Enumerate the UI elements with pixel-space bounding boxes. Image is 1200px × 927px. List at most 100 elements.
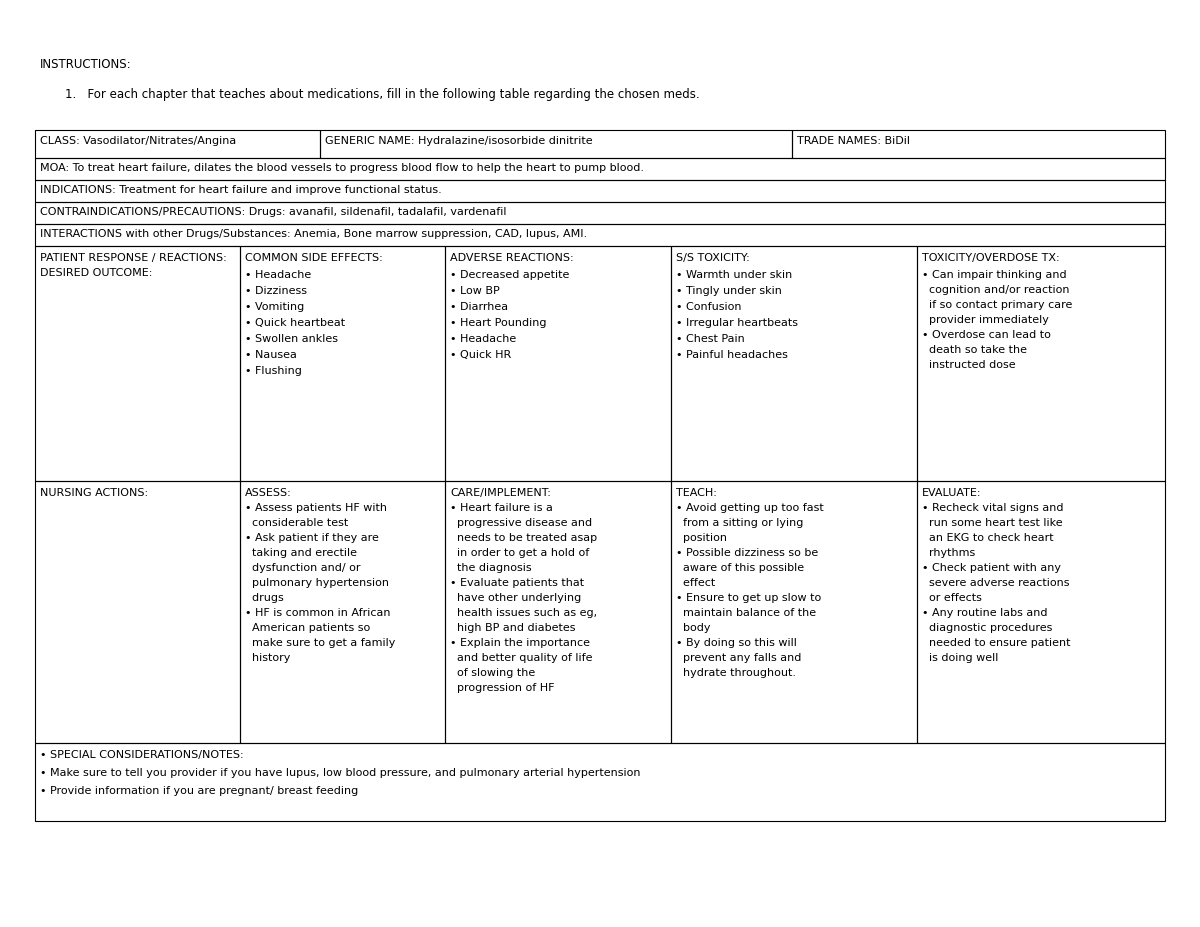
- Text: severe adverse reactions: severe adverse reactions: [922, 578, 1069, 588]
- Text: taking and erectile: taking and erectile: [245, 548, 358, 558]
- Text: INSTRUCTIONS:: INSTRUCTIONS:: [40, 58, 132, 71]
- Bar: [35, 743, 1165, 821]
- Bar: [240, 481, 445, 743]
- Text: prevent any falls and: prevent any falls and: [676, 653, 802, 663]
- Text: • Tingly under skin: • Tingly under skin: [676, 286, 782, 296]
- Text: • Nausea: • Nausea: [245, 350, 296, 360]
- Text: make sure to get a family: make sure to get a family: [245, 638, 395, 648]
- Text: • Provide information if you are pregnant/ breast feeding: • Provide information if you are pregnan…: [40, 786, 359, 796]
- Bar: [35, 224, 1165, 246]
- Bar: [35, 130, 320, 158]
- Text: • Overdose can lead to: • Overdose can lead to: [922, 330, 1051, 340]
- Bar: [671, 246, 917, 481]
- Text: instructed dose: instructed dose: [922, 360, 1015, 370]
- Text: • HF is common in African: • HF is common in African: [245, 608, 390, 618]
- Text: • Chest Pain: • Chest Pain: [676, 334, 745, 344]
- Text: • Can impair thinking and: • Can impair thinking and: [922, 270, 1067, 280]
- Text: • Avoid getting up too fast: • Avoid getting up too fast: [676, 503, 823, 513]
- Text: • Any routine labs and: • Any routine labs and: [922, 608, 1048, 618]
- Bar: [917, 481, 1165, 743]
- Text: rhythms: rhythms: [922, 548, 976, 558]
- Text: pulmonary hypertension: pulmonary hypertension: [245, 578, 389, 588]
- Text: needs to be treated asap: needs to be treated asap: [450, 533, 598, 543]
- Text: • By doing so this will: • By doing so this will: [676, 638, 797, 648]
- Bar: [671, 481, 917, 743]
- Bar: [445, 246, 671, 481]
- Text: • Painful headaches: • Painful headaches: [676, 350, 788, 360]
- Text: • Irregular heartbeats: • Irregular heartbeats: [676, 318, 798, 328]
- Text: provider immediately: provider immediately: [922, 315, 1049, 325]
- Text: • Swollen ankles: • Swollen ankles: [245, 334, 338, 344]
- Bar: [35, 180, 1165, 202]
- Bar: [445, 481, 671, 743]
- Text: DESIRED OUTCOME:: DESIRED OUTCOME:: [40, 268, 152, 278]
- Text: CARE/IMPLEMENT:: CARE/IMPLEMENT:: [450, 488, 551, 498]
- Text: run some heart test like: run some heart test like: [922, 518, 1063, 528]
- Text: • Low BP: • Low BP: [450, 286, 499, 296]
- Text: progressive disease and: progressive disease and: [450, 518, 592, 528]
- Text: • Dizziness: • Dizziness: [245, 286, 307, 296]
- Text: drugs: drugs: [245, 593, 283, 603]
- Text: • Flushing: • Flushing: [245, 366, 302, 376]
- Text: ADVERSE REACTIONS:: ADVERSE REACTIONS:: [450, 253, 574, 263]
- Text: have other underlying: have other underlying: [450, 593, 581, 603]
- Text: ASSESS:: ASSESS:: [245, 488, 292, 498]
- Text: • Recheck vital signs and: • Recheck vital signs and: [922, 503, 1063, 513]
- Text: American patients so: American patients so: [245, 623, 371, 633]
- Text: • Headache: • Headache: [450, 334, 516, 344]
- Text: death so take the: death so take the: [922, 345, 1027, 355]
- Text: progression of HF: progression of HF: [450, 683, 554, 693]
- Text: of slowing the: of slowing the: [450, 668, 535, 678]
- Text: if so contact primary care: if so contact primary care: [922, 300, 1073, 310]
- Text: effect: effect: [676, 578, 715, 588]
- Text: aware of this possible: aware of this possible: [676, 563, 804, 573]
- Text: dysfunction and/ or: dysfunction and/ or: [245, 563, 360, 573]
- Bar: [792, 130, 1165, 158]
- Text: • Ask patient if they are: • Ask patient if they are: [245, 533, 379, 543]
- Text: needed to ensure patient: needed to ensure patient: [922, 638, 1070, 648]
- Text: health issues such as eg,: health issues such as eg,: [450, 608, 598, 618]
- Text: INDICATIONS: Treatment for heart failure and improve functional status.: INDICATIONS: Treatment for heart failure…: [40, 185, 442, 195]
- Text: history: history: [245, 653, 290, 663]
- Text: an EKG to check heart: an EKG to check heart: [922, 533, 1054, 543]
- Text: • Assess patients HF with: • Assess patients HF with: [245, 503, 386, 513]
- Text: • Vomiting: • Vomiting: [245, 302, 305, 312]
- Bar: [35, 158, 1165, 180]
- Text: GENERIC NAME: Hydralazine/isosorbide dinitrite: GENERIC NAME: Hydralazine/isosorbide din…: [325, 136, 593, 146]
- Text: • Possible dizziness so be: • Possible dizziness so be: [676, 548, 818, 558]
- Text: high BP and diabetes: high BP and diabetes: [450, 623, 576, 633]
- Text: S/S TOXICITY:: S/S TOXICITY:: [676, 253, 750, 263]
- Bar: [320, 130, 792, 158]
- Text: • Decreased appetite: • Decreased appetite: [450, 270, 569, 280]
- Bar: [917, 246, 1165, 481]
- Text: 1.   For each chapter that teaches about medications, fill in the following tabl: 1. For each chapter that teaches about m…: [65, 88, 700, 101]
- Text: is doing well: is doing well: [922, 653, 998, 663]
- Text: or effects: or effects: [922, 593, 982, 603]
- Text: • Make sure to tell you provider if you have lupus, low blood pressure, and pulm: • Make sure to tell you provider if you …: [40, 768, 641, 778]
- Text: • Quick HR: • Quick HR: [450, 350, 511, 360]
- Text: • Headache: • Headache: [245, 270, 311, 280]
- Text: body: body: [676, 623, 710, 633]
- Bar: [240, 246, 445, 481]
- Bar: [35, 481, 240, 743]
- Text: • Heart failure is a: • Heart failure is a: [450, 503, 553, 513]
- Text: TRADE NAMES: BiDil: TRADE NAMES: BiDil: [797, 136, 910, 146]
- Text: EVALUATE:: EVALUATE:: [922, 488, 982, 498]
- Text: PATIENT RESPONSE / REACTIONS:: PATIENT RESPONSE / REACTIONS:: [40, 253, 227, 263]
- Text: NURSING ACTIONS:: NURSING ACTIONS:: [40, 488, 148, 498]
- Text: • Ensure to get up slow to: • Ensure to get up slow to: [676, 593, 821, 603]
- Text: diagnostic procedures: diagnostic procedures: [922, 623, 1052, 633]
- Text: MOA: To treat heart failure, dilates the blood vessels to progress blood flow to: MOA: To treat heart failure, dilates the…: [40, 163, 644, 173]
- Text: TEACH:: TEACH:: [676, 488, 716, 498]
- Text: CONTRAINDICATIONS/PRECAUTIONS: Drugs: avanafil, sildenafil, tadalafil, vardenafi: CONTRAINDICATIONS/PRECAUTIONS: Drugs: av…: [40, 207, 506, 217]
- Text: CLASS: Vasodilator/Nitrates/Angina: CLASS: Vasodilator/Nitrates/Angina: [40, 136, 236, 146]
- Text: the diagnosis: the diagnosis: [450, 563, 532, 573]
- Text: • Confusion: • Confusion: [676, 302, 742, 312]
- Text: • Warmth under skin: • Warmth under skin: [676, 270, 792, 280]
- Text: • Heart Pounding: • Heart Pounding: [450, 318, 546, 328]
- Text: and better quality of life: and better quality of life: [450, 653, 593, 663]
- Text: • Diarrhea: • Diarrhea: [450, 302, 508, 312]
- Text: • Evaluate patients that: • Evaluate patients that: [450, 578, 584, 588]
- Text: • Explain the importance: • Explain the importance: [450, 638, 590, 648]
- Bar: [35, 202, 1165, 224]
